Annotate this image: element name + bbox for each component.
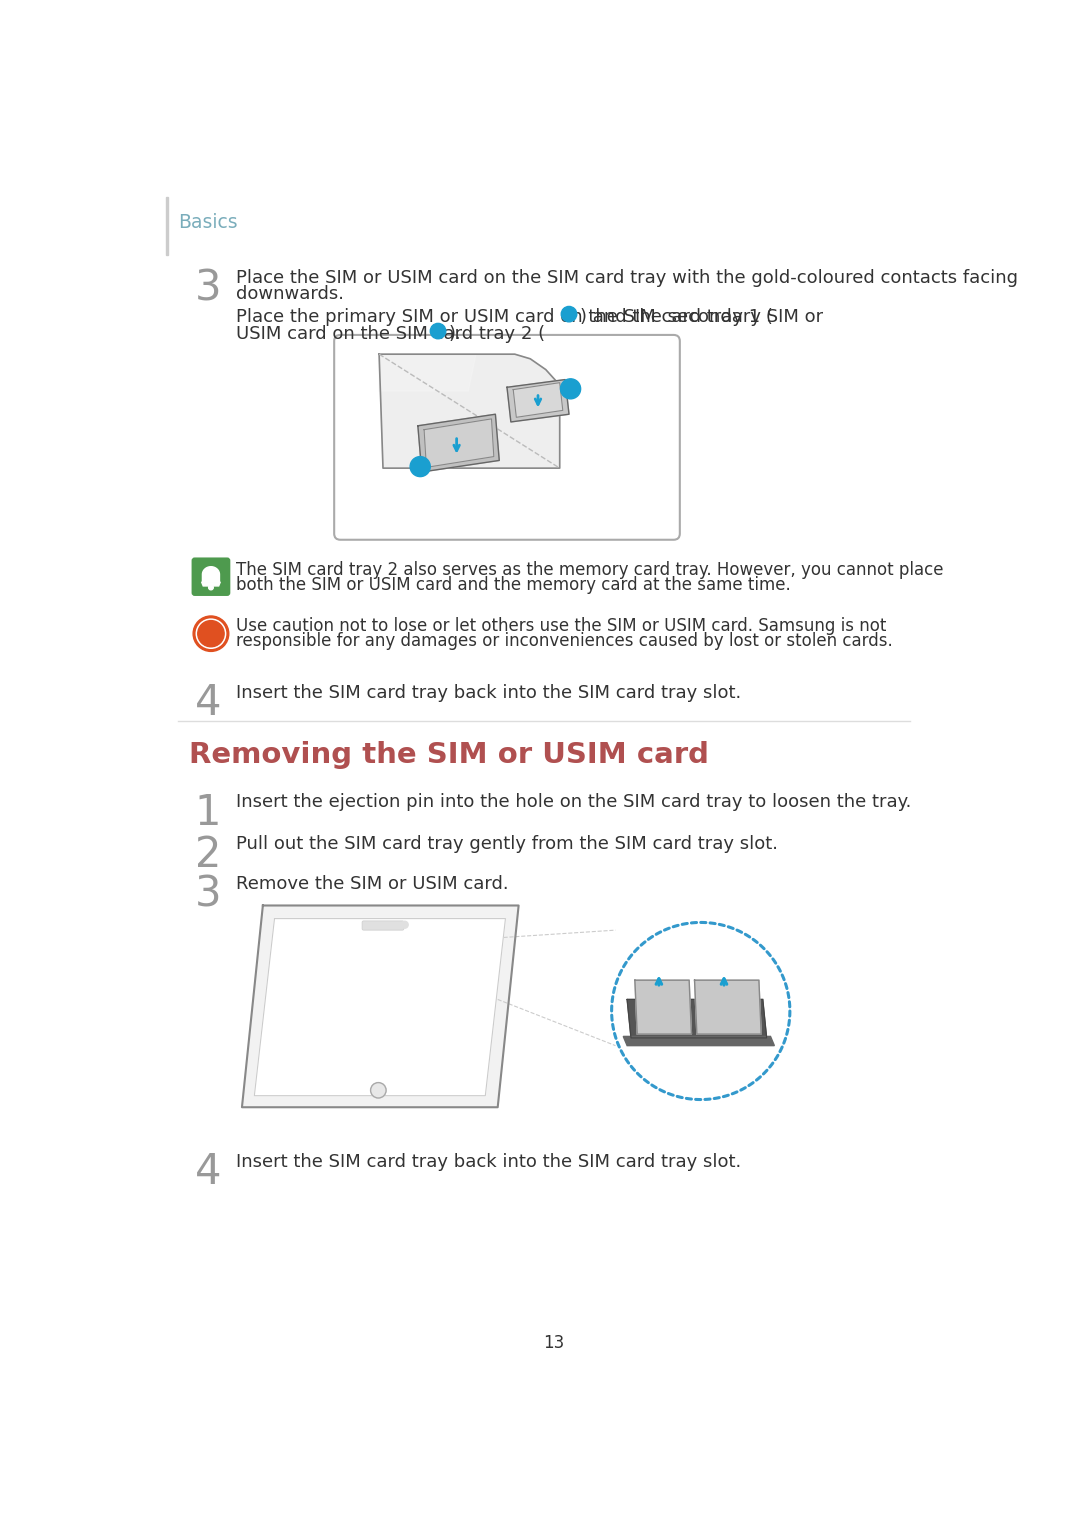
Text: Insert the SIM card tray back into the SIM card tray slot.: Insert the SIM card tray back into the S…: [235, 684, 741, 702]
Text: Place the primary SIM or USIM card on the SIM card tray 1 (: Place the primary SIM or USIM card on th…: [235, 308, 772, 325]
Text: Insert the ejection pin into the hole on the SIM card tray to loosen the tray.: Insert the ejection pin into the hole on…: [235, 793, 912, 811]
Polygon shape: [424, 418, 494, 467]
Text: responsible for any damages or inconveniences caused by lost or stolen cards.: responsible for any damages or inconveni…: [235, 632, 892, 651]
Polygon shape: [202, 567, 219, 582]
Text: 1: 1: [565, 307, 573, 321]
Polygon shape: [545, 385, 559, 411]
Text: USIM card on the SIM card tray 2 (: USIM card on the SIM card tray 2 (: [235, 325, 545, 344]
Text: Pull out the SIM card tray gently from the SIM card tray slot.: Pull out the SIM card tray gently from t…: [235, 835, 778, 854]
Text: 4: 4: [194, 1151, 221, 1193]
Circle shape: [198, 620, 225, 647]
Text: 4: 4: [194, 683, 221, 724]
Circle shape: [410, 457, 430, 476]
Circle shape: [401, 921, 408, 928]
Text: Remove the SIM or USIM card.: Remove the SIM or USIM card.: [235, 875, 509, 893]
Polygon shape: [242, 906, 518, 1107]
Circle shape: [370, 1083, 387, 1098]
Text: 2: 2: [416, 460, 426, 473]
Polygon shape: [507, 380, 569, 421]
Polygon shape: [379, 354, 476, 391]
Polygon shape: [418, 414, 499, 472]
Circle shape: [562, 307, 577, 322]
Text: Use caution not to lose or let others use the SIM or USIM card. Samsung is not: Use caution not to lose or let others us…: [235, 617, 886, 635]
Text: 3: 3: [194, 267, 221, 310]
Polygon shape: [623, 1037, 774, 1046]
Text: both the SIM or USIM card and the memory card at the same time.: both the SIM or USIM card and the memory…: [235, 576, 791, 594]
Bar: [166, 197, 167, 255]
Polygon shape: [635, 980, 691, 1034]
Polygon shape: [379, 354, 559, 469]
Text: ) and the secondary SIM or: ) and the secondary SIM or: [580, 308, 823, 325]
Text: 13: 13: [543, 1335, 564, 1353]
Circle shape: [197, 618, 226, 649]
Text: downwards.: downwards.: [235, 286, 343, 302]
Polygon shape: [627, 1000, 767, 1038]
FancyBboxPatch shape: [362, 921, 404, 930]
Polygon shape: [694, 980, 761, 1034]
Polygon shape: [255, 919, 505, 1096]
Text: ).: ).: [448, 325, 461, 344]
Text: Basics: Basics: [177, 212, 238, 232]
FancyBboxPatch shape: [191, 557, 230, 596]
Circle shape: [208, 585, 213, 589]
Text: Insert the SIM card tray back into the SIM card tray slot.: Insert the SIM card tray back into the S…: [235, 1153, 741, 1171]
Circle shape: [193, 615, 229, 652]
Text: 2: 2: [194, 834, 221, 876]
Text: 2: 2: [434, 325, 443, 337]
Polygon shape: [202, 582, 220, 586]
Polygon shape: [513, 383, 563, 417]
Text: Removing the SIM or USIM card: Removing the SIM or USIM card: [189, 741, 710, 768]
Text: 3: 3: [194, 873, 221, 915]
Text: !: !: [204, 620, 217, 647]
Text: 1: 1: [194, 791, 221, 834]
Text: 1: 1: [566, 382, 576, 395]
FancyBboxPatch shape: [334, 334, 679, 539]
Circle shape: [430, 324, 446, 339]
Circle shape: [561, 379, 581, 399]
Text: Place the SIM or USIM card on the SIM card tray with the gold-coloured contacts : Place the SIM or USIM card on the SIM ca…: [235, 269, 1017, 287]
Text: The SIM card tray 2 also serves as the memory card tray. However, you cannot pla: The SIM card tray 2 also serves as the m…: [235, 560, 943, 579]
